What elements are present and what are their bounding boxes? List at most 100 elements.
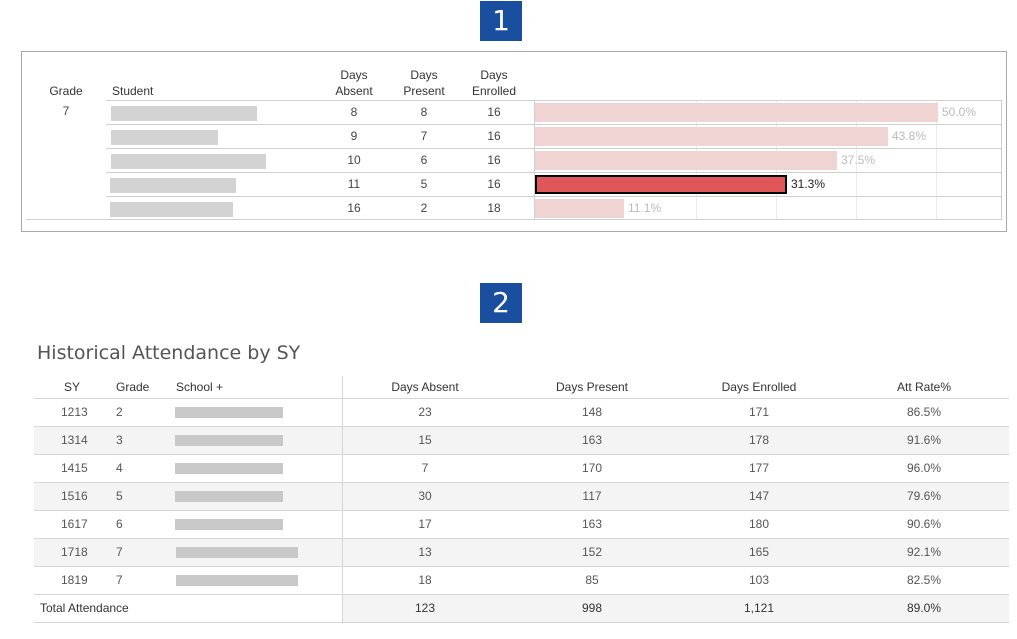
days-enrolled-value: 16 [487,105,501,119]
days-present-cell: 117 [582,489,602,503]
header-days-enrolled-line2: Enrolled [471,84,517,98]
col-header-days-absent[interactable]: Days Absent [391,380,459,394]
col-header-att-rate[interactable]: Att Rate% [896,380,952,394]
days-absent-value: 9 [350,129,358,143]
sy-cell: 1213 [61,405,88,419]
grade-cell: 4 [116,461,123,475]
col-header-days-present[interactable]: Days Present [555,380,629,394]
days-present-value: 5 [420,177,428,191]
absence-rate-label: 37.5% [841,153,876,167]
school-name-redacted [175,519,283,530]
table-row[interactable]: 1516 5 30 117 147 79.6% [34,482,1009,510]
days-present-cell: 148 [581,405,603,419]
student-name-redacted [111,154,266,169]
grade-cell: 5 [116,489,123,503]
days-enrolled-value: 16 [487,177,501,191]
student-row[interactable]: 10 6 16 37.5% [106,148,1002,172]
days-absent-cell: 15 [418,433,432,447]
days-enrolled-value: 16 [487,153,501,167]
sy-cell: 1516 [61,489,88,503]
days-enrolled-cell: 171 [748,405,770,419]
days-absent-cell: 30 [418,489,432,503]
days-present-value: 6 [420,153,428,167]
days-present-cell: 170 [581,461,603,475]
absence-rate-label: 50.0% [942,105,977,119]
header-student[interactable]: Student [112,84,154,98]
absence-rate-label: 43.8% [892,129,927,143]
header-days-enrolled[interactable]: Days Enrolled [466,67,522,99]
days-present-value: 7 [420,129,428,143]
days-present-value: 2 [420,201,428,215]
days-present-value: 8 [420,105,428,119]
table-row[interactable]: 1718 7 13 152 165 92.1% [34,538,1009,566]
table-row[interactable]: 1213 2 23 148 171 86.5% [34,398,1009,426]
header-grade[interactable]: Grade [49,84,83,98]
absence-rate-label: 11.1% [628,201,662,215]
att-rate-cell: 90.6% [906,517,942,531]
days-absent-cell: 17 [418,517,432,531]
att-rate-cell: 92.1% [906,545,942,559]
section-badge-1: 1 [480,1,522,41]
historical-title: Historical Attendance by SY [37,342,301,364]
sy-cell: 1617 [61,517,88,531]
header-days-absent-line2: Absent [335,84,373,98]
att-rate-cell: 79.6% [906,489,942,503]
total-days-absent: 123 [414,601,436,615]
days-absent-value: 11 [347,177,361,191]
att-rate-cell: 96.0% [906,461,942,475]
table-row[interactable]: 1415 4 7 170 177 96.0% [34,454,1009,482]
att-rate-cell: 91.6% [906,433,942,447]
attendance-bar-selected[interactable] [535,175,787,194]
total-row: Total Attendance 123 998 1,121 89.0% [34,594,1009,622]
att-rate-cell: 86.5% [906,405,942,419]
total-days-present: 998 [581,601,603,615]
school-name-redacted [175,407,283,418]
student-name-redacted [111,106,257,121]
days-enrolled-value: 16 [487,129,501,143]
attendance-bar[interactable] [535,127,888,146]
header-days-present-line1: Days [410,68,438,82]
col-header-days-enrolled[interactable]: Days Enrolled [721,380,797,394]
student-row[interactable]: 9 7 16 43.8% [106,124,1002,148]
table-row[interactable]: 1617 6 17 163 180 90.6% [34,510,1009,538]
student-name-redacted [111,130,218,145]
grade-cell: 7 [116,545,123,559]
header-days-present-line2: Present [403,84,445,98]
days-enrolled-cell: 177 [748,461,770,475]
attendance-bar[interactable] [535,199,624,218]
total-days-enrolled: 1,121 [743,601,775,615]
student-name-redacted [110,202,233,217]
sy-cell: 1415 [61,461,88,475]
days-enrolled-value: 18 [487,201,501,215]
sy-cell: 1314 [61,433,88,447]
days-enrolled-cell: 165 [748,545,770,559]
table-row[interactable]: 1314 3 15 163 178 91.6% [34,426,1009,454]
table-row[interactable]: 1819 7 18 85 103 82.5% [34,566,1009,594]
attendance-bar[interactable] [535,103,938,122]
student-row[interactable]: 16 2 18 11.1% [106,196,1002,220]
col-header-sy[interactable]: SY [64,380,81,394]
header-days-present[interactable]: Days Present [396,67,452,99]
days-enrolled-cell: 178 [748,433,770,447]
header-days-absent[interactable]: Days Absent [326,67,382,99]
header-days-absent-line1: Days [340,68,368,82]
days-absent-value: 16 [347,201,361,215]
days-absent-cell: 7 [421,461,429,475]
days-present-cell: 163 [581,433,603,447]
header-days-enrolled-line1: Days [480,68,508,82]
grade-cell: 7 [116,573,123,587]
attendance-bar[interactable] [535,151,837,170]
grade-cell: 2 [116,405,123,419]
days-absent-value: 10 [347,153,361,167]
school-name-redacted [176,547,298,558]
att-rate-cell: 82.5% [906,573,942,587]
days-absent-cell: 13 [418,545,432,559]
col-header-school[interactable]: School + [176,380,224,394]
days-enrolled-cell: 103 [748,573,770,587]
col-header-grade[interactable]: Grade [116,380,150,394]
school-name-redacted [176,575,298,586]
student-row[interactable]: 11 5 16 31.3% [106,172,1002,196]
sy-cell: 1819 [61,573,88,587]
student-row[interactable]: 8 8 16 50.0% [106,100,1002,124]
days-absent-cell: 23 [418,405,432,419]
